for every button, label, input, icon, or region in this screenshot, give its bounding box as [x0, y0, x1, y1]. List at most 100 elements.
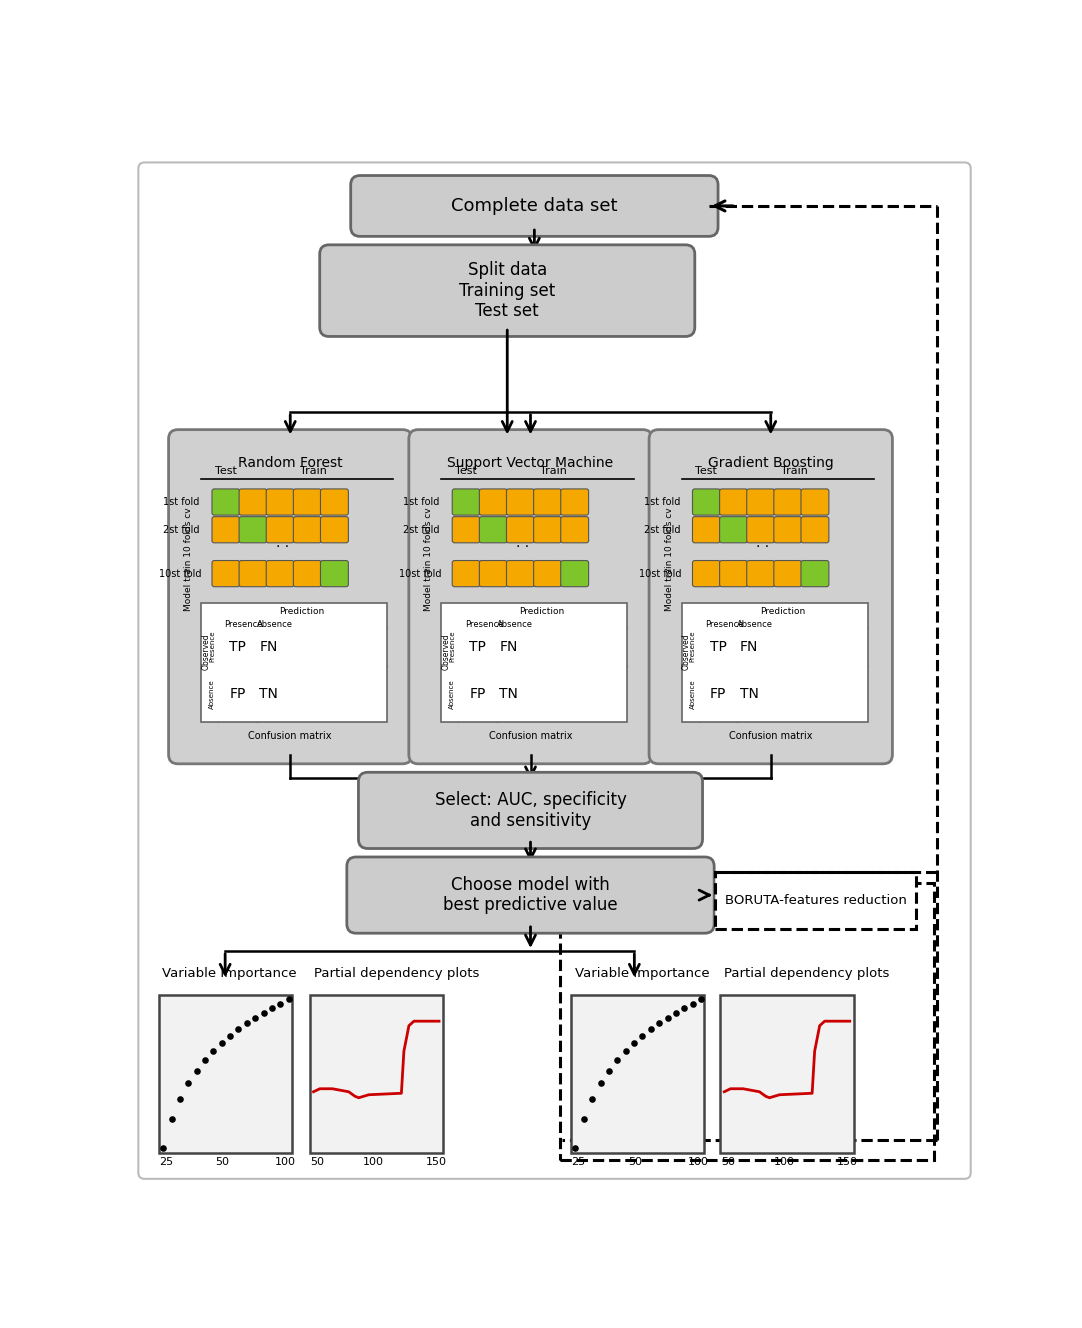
- FancyBboxPatch shape: [309, 995, 443, 1153]
- FancyBboxPatch shape: [239, 560, 267, 587]
- Text: 25: 25: [159, 1157, 173, 1167]
- Text: TN: TN: [500, 687, 518, 701]
- Point: [272, 993, 289, 1015]
- FancyBboxPatch shape: [138, 162, 971, 1179]
- Text: Choose model with
best predictive value: Choose model with best predictive value: [444, 875, 618, 915]
- Text: 150: 150: [426, 1157, 447, 1167]
- Point: [650, 1012, 668, 1033]
- Point: [692, 989, 710, 1011]
- FancyBboxPatch shape: [479, 489, 507, 515]
- FancyBboxPatch shape: [774, 517, 802, 543]
- FancyBboxPatch shape: [212, 517, 240, 543]
- Text: FN: FN: [500, 640, 518, 653]
- Point: [684, 993, 701, 1015]
- Text: 50: 50: [628, 1157, 642, 1167]
- Text: Presence: Presence: [689, 631, 696, 663]
- FancyBboxPatch shape: [692, 489, 721, 515]
- Text: 100: 100: [364, 1157, 384, 1167]
- Point: [263, 997, 280, 1019]
- FancyBboxPatch shape: [212, 489, 240, 515]
- FancyBboxPatch shape: [409, 430, 652, 764]
- Text: Train: Train: [780, 466, 807, 475]
- Text: Absence: Absence: [256, 620, 293, 629]
- Point: [583, 1089, 601, 1110]
- FancyBboxPatch shape: [201, 603, 387, 722]
- Point: [280, 989, 298, 1011]
- FancyBboxPatch shape: [747, 489, 775, 515]
- Point: [196, 1049, 213, 1070]
- FancyBboxPatch shape: [774, 560, 802, 587]
- Text: TP: TP: [470, 640, 486, 653]
- FancyBboxPatch shape: [479, 517, 507, 543]
- Text: Split data
Training set
Test set: Split data Training set Test set: [459, 260, 555, 320]
- Text: 1st fold: 1st fold: [644, 497, 681, 507]
- FancyBboxPatch shape: [560, 560, 589, 587]
- FancyBboxPatch shape: [506, 489, 535, 515]
- FancyBboxPatch shape: [692, 517, 721, 543]
- Point: [642, 1019, 659, 1040]
- Text: Absence: Absence: [689, 679, 696, 709]
- FancyBboxPatch shape: [715, 871, 916, 930]
- Point: [609, 1049, 626, 1070]
- Text: Model train 10 folds cv: Model train 10 folds cv: [424, 507, 434, 611]
- Text: Presence: Presence: [224, 620, 263, 629]
- FancyBboxPatch shape: [358, 773, 702, 849]
- FancyBboxPatch shape: [169, 430, 412, 764]
- Text: Presence: Presence: [449, 631, 456, 663]
- Point: [247, 1007, 264, 1028]
- Text: FN: FN: [260, 640, 278, 653]
- Text: BORUTA-features reduction: BORUTA-features reduction: [725, 894, 907, 907]
- Text: FN: FN: [740, 640, 758, 653]
- Text: FP: FP: [470, 687, 486, 701]
- Text: Train: Train: [300, 466, 327, 475]
- Point: [601, 1060, 618, 1081]
- Text: TP: TP: [710, 640, 726, 653]
- Text: Variable importance: Variable importance: [162, 967, 296, 980]
- FancyBboxPatch shape: [801, 489, 829, 515]
- FancyBboxPatch shape: [649, 430, 893, 764]
- Text: 10st fold: 10st fold: [639, 568, 682, 579]
- FancyBboxPatch shape: [452, 517, 480, 543]
- Text: Prediction: Prediction: [519, 607, 565, 616]
- FancyBboxPatch shape: [266, 517, 294, 543]
- Text: TP: TP: [229, 640, 246, 653]
- FancyBboxPatch shape: [320, 517, 348, 543]
- Text: 50: 50: [721, 1157, 735, 1167]
- Text: 2st fold: 2st fold: [404, 525, 439, 535]
- FancyBboxPatch shape: [452, 489, 480, 515]
- Text: 2st fold: 2st fold: [644, 525, 681, 535]
- Text: 50: 50: [215, 1157, 229, 1167]
- Point: [238, 1012, 255, 1033]
- Point: [625, 1032, 643, 1053]
- FancyBboxPatch shape: [320, 560, 348, 587]
- Text: Observed: Observed: [441, 633, 450, 671]
- Text: 2st fold: 2st fold: [163, 525, 199, 535]
- Text: Observed: Observed: [682, 633, 690, 671]
- Text: Absence: Absence: [737, 620, 774, 629]
- FancyBboxPatch shape: [720, 517, 748, 543]
- FancyBboxPatch shape: [720, 560, 748, 587]
- Text: 150: 150: [837, 1157, 858, 1167]
- Text: · ·: · ·: [756, 539, 769, 554]
- Text: Presence: Presence: [209, 631, 215, 663]
- Point: [659, 1007, 676, 1028]
- Text: Confusion matrix: Confusion matrix: [729, 732, 813, 741]
- FancyBboxPatch shape: [266, 489, 294, 515]
- Text: Partial dependency plots: Partial dependency plots: [724, 967, 889, 980]
- Text: 1st fold: 1st fold: [404, 497, 439, 507]
- FancyBboxPatch shape: [351, 175, 718, 236]
- Point: [180, 1073, 197, 1094]
- Text: Model train 10 folds cv: Model train 10 folds cv: [664, 507, 674, 611]
- FancyBboxPatch shape: [774, 489, 802, 515]
- Text: Gradient Boosting: Gradient Boosting: [708, 456, 833, 470]
- Text: Support Vector Machine: Support Vector Machine: [448, 456, 613, 470]
- FancyBboxPatch shape: [682, 603, 868, 722]
- Text: Partial dependency plots: Partial dependency plots: [314, 967, 479, 980]
- Text: Confusion matrix: Confusion matrix: [489, 732, 572, 741]
- Text: Prediction: Prediction: [279, 607, 325, 616]
- Text: Train: Train: [540, 466, 567, 475]
- FancyBboxPatch shape: [506, 560, 535, 587]
- FancyBboxPatch shape: [452, 560, 480, 587]
- Point: [222, 1025, 239, 1046]
- Text: Random Forest: Random Forest: [238, 456, 343, 470]
